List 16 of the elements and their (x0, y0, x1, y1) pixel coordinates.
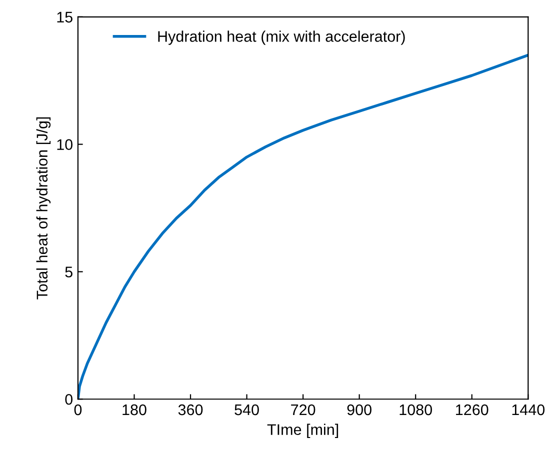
x-tick-label: 540 (234, 404, 259, 416)
x-tick-label: 1080 (400, 404, 432, 416)
x-tick-label: 360 (178, 404, 203, 416)
x-tick-label: 1260 (456, 404, 488, 416)
x-axis-title: TIme [min] (267, 424, 338, 438)
y-axis-title: Total heat of hydration [J/g] (36, 117, 51, 300)
x-tick-label: 720 (291, 404, 316, 416)
x-tick-label: 900 (347, 404, 372, 416)
legend-label: Hydration heat (mix with accelerator) (158, 30, 405, 45)
y-tick-label: 10 (57, 139, 72, 150)
x-tick-label: 0 (74, 404, 82, 416)
y-tick-label: 15 (57, 12, 72, 23)
y-tick-label: 5 (65, 266, 72, 278)
x-tick-label: 180 (122, 404, 146, 416)
y-tick-label: 0 (65, 394, 72, 405)
x-tick-label: 1440 (512, 404, 545, 416)
